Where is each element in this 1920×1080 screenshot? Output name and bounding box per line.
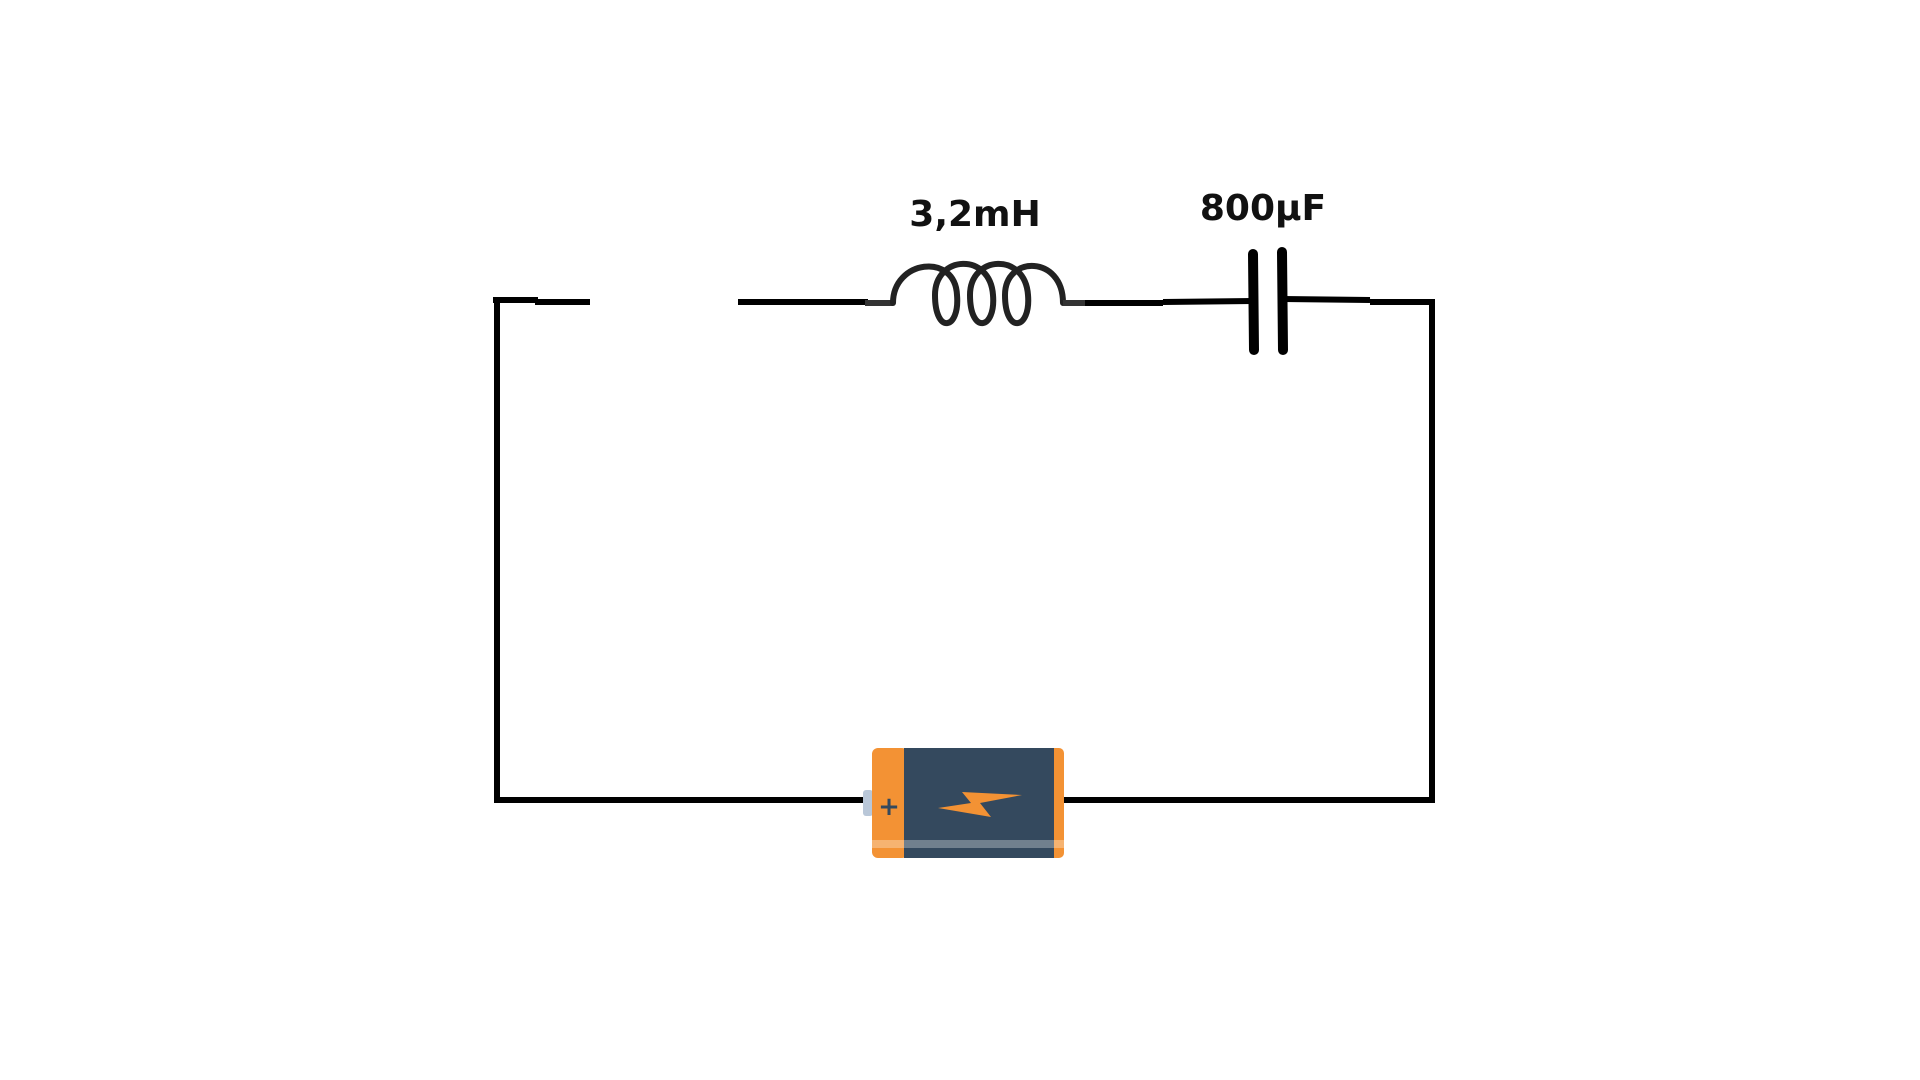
capacitor-plate-right: [1277, 247, 1288, 355]
lightning-bolt-icon: [938, 792, 1022, 817]
capacitor-label: 800µF: [1200, 188, 1326, 229]
capacitor-plate-left: [1248, 249, 1259, 355]
battery-terminal-left: [872, 748, 908, 858]
capacitor-lead-right: [1282, 296, 1371, 303]
inductor-label: 3,2mH: [909, 194, 1040, 235]
capacitor: [1162, 247, 1371, 355]
battery-cap: [863, 790, 873, 816]
inductor-coil: [890, 260, 1066, 327]
capacitor-lead-left: [1162, 298, 1254, 305]
inductor: [865, 260, 1090, 327]
battery: +: [863, 748, 1064, 858]
battery-plus-label: +: [878, 792, 900, 822]
battery-shine: [872, 840, 1064, 848]
